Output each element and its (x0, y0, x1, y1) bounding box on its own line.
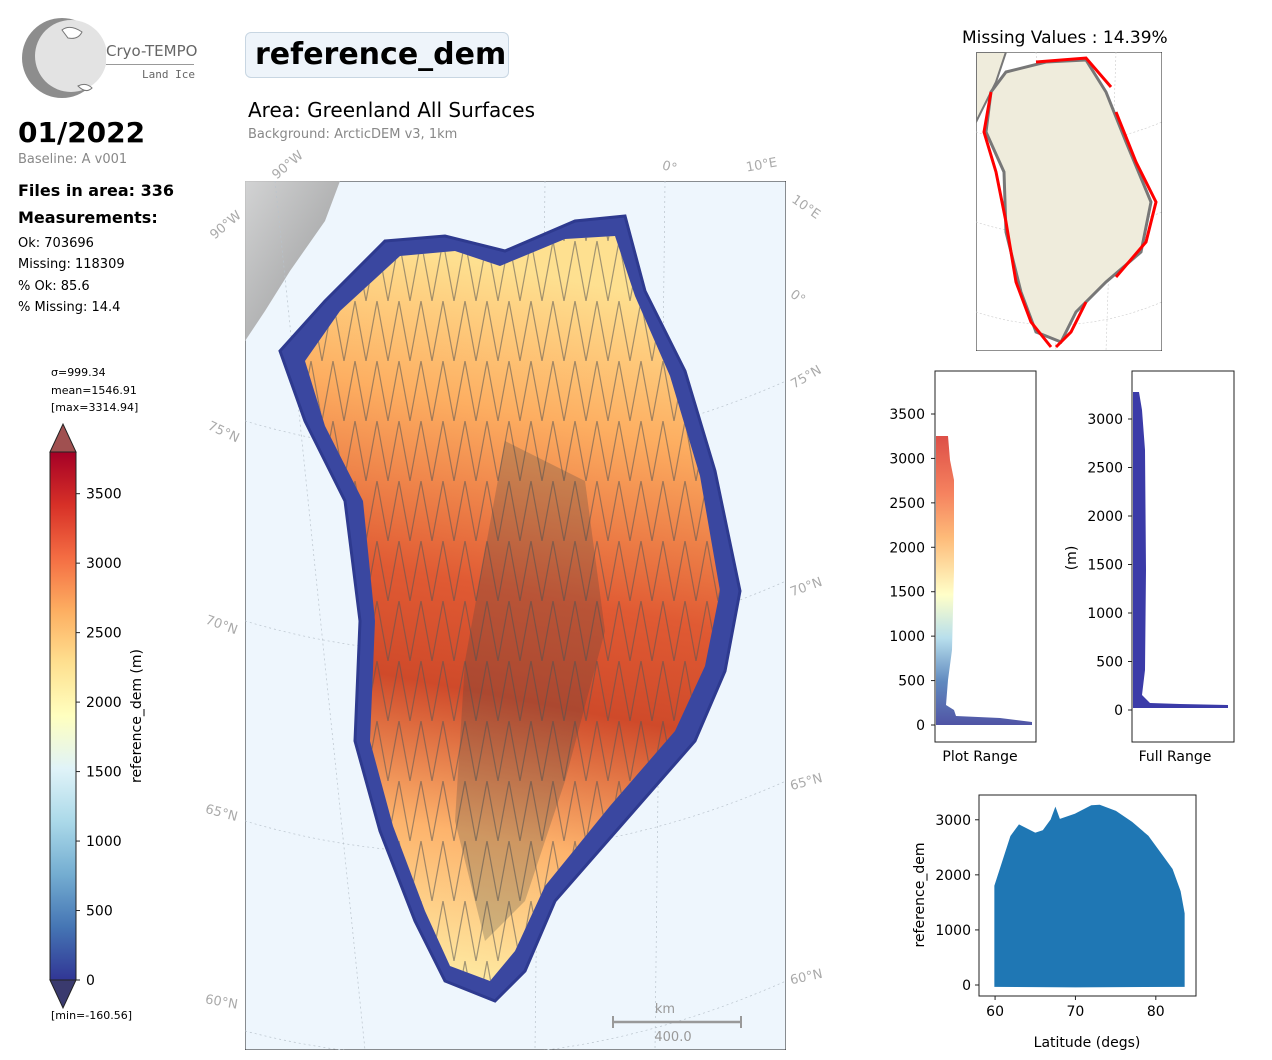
date-label: 01/2022 (18, 116, 146, 149)
scatter-xtick-label: 80 (1147, 1004, 1165, 1020)
colorbar-tick-label: 2500 (86, 626, 122, 642)
hist-full-range-tick-label: 1000 (1087, 606, 1123, 622)
colorbar-tick-label: 500 (86, 904, 113, 920)
map-title: reference_dem (245, 32, 509, 78)
logo-subtitle: Land Ice (142, 68, 195, 81)
hist-plot-range-tick-label: 0 (916, 718, 925, 734)
grid-label-right-10e: 10°E (788, 192, 823, 223)
scalebar-value: 400.0 (654, 1030, 691, 1045)
colorbar-tick-label: 3000 (86, 556, 122, 572)
hist-full-range-bars (1133, 392, 1228, 708)
scatter-ytick-label: 0 (962, 978, 971, 994)
grid-label-left-90w: 90°W (207, 208, 245, 243)
hist-full-range: 3000 2500 2000 1500 1000 500 0 (m) Full Range (1064, 370, 1235, 765)
colorbar-tick-label: 3500 (86, 487, 122, 503)
hist-plot-range-tick-label: 1000 (889, 629, 925, 645)
hist-full-range-tick-label: 500 (1096, 655, 1123, 671)
colorbar-label: reference_dem (m) (129, 649, 145, 783)
colorbar-max-arrow (49, 422, 77, 453)
grid-label-left-65n: 65°N (203, 802, 240, 825)
canada-terrain (245, 181, 340, 341)
grid-label-right-60n: 60°N (788, 966, 824, 989)
hist-full-range-tick-label: 2500 (1087, 461, 1123, 477)
logo-globe-icon (22, 18, 107, 98)
stat-missing: Missing: 118309 (18, 257, 125, 272)
scatter-points (994, 804, 1185, 988)
scatter-ylabel: reference_dem (912, 843, 928, 948)
logo-name: Cryo-TEMPO (106, 42, 198, 60)
grid-label-right-65n: 65°N (788, 771, 825, 794)
scatter-xtick-label: 70 (1067, 1004, 1085, 1020)
scatter-plot: 60 70 80 3000 2000 1000 0 Latitude (degs) refe… (912, 794, 1197, 1051)
missing-map-greenland (984, 58, 1153, 344)
colorbar-gradient (49, 451, 77, 981)
baseline-label: Baseline: A v001 (18, 152, 128, 167)
stat-pct-ok: % Ok: 85.6 (18, 279, 90, 294)
scatter-ytick-label: 2000 (935, 868, 971, 884)
hist-plot-range-tick-label: 1500 (889, 585, 925, 601)
hist-plot-range-tick-label: 3000 (889, 451, 925, 467)
hist-plot-range-tick-label: 3500 (889, 407, 925, 423)
scatter-xlabel: Latitude (degs) (1034, 1035, 1141, 1051)
hist-plot-range-tick-label: 2500 (889, 496, 925, 512)
grid-label-left-60n: 60°N (203, 992, 239, 1013)
files-in-area: Files in area: 336 (18, 181, 174, 200)
missing-map (976, 52, 1162, 351)
hist-full-range-xlabel: Full Range (1139, 749, 1212, 765)
colorbar: 3500 3000 2500 2000 1500 1000 500 0 reference_d… (49, 422, 145, 1010)
scatter-xtick-label: 60 (986, 1004, 1004, 1020)
colorbar-stat-mean: mean=1546.91 (51, 384, 137, 397)
colorbar-stat-sigma: σ=999.34 (51, 366, 106, 379)
colorbar-min-arrow (49, 979, 77, 1010)
colorbar-tick-label: 2000 (86, 695, 122, 711)
hist-plot-range: 3500 3000 2500 2000 1500 1000 500 0 Plot Range (889, 370, 1037, 765)
grid-label-left-75n: 75°N (205, 418, 242, 447)
hist-full-range-tick-label: 0 (1114, 703, 1123, 719)
missing-map-canada (976, 52, 1008, 123)
scalebar: km 400.0 (612, 1002, 742, 1045)
hist-plot-range-bars (936, 436, 1032, 725)
stat-pct-missing: % Missing: 14.4 (18, 300, 121, 315)
hist-plot-range-tick-label: 500 (898, 674, 925, 690)
graticule (245, 181, 786, 1050)
hist-full-range-ylabel: (m) (1064, 546, 1080, 571)
colorbar-stat-max: [max=3314.94] (51, 401, 139, 414)
colorbar-tick-label: 0 (86, 973, 95, 989)
hist-full-range-tick-label: 3000 (1087, 412, 1123, 428)
scatter-ytick-label: 3000 (935, 813, 971, 829)
logo: Cryo-TEMPO Land Ice (18, 16, 203, 100)
missing-map-title: Missing Values : 14.39% (962, 28, 1168, 48)
main-map: km 400.0 (245, 181, 786, 1050)
stat-ok: Ok: 703696 (18, 236, 94, 251)
grid-label-right-75n: 75°N (788, 362, 825, 393)
grid-label-left-70n: 70°N (203, 612, 240, 639)
hist-plot-range-tick-label: 2000 (889, 540, 925, 556)
grid-label-right-0: 0° (787, 287, 808, 308)
colorbar-min-label: [min=-160.56] (51, 1009, 133, 1022)
logo-divider (106, 64, 194, 65)
grid-label-top-90w: 90°W (269, 148, 307, 183)
greenland-tracks (305, 236, 720, 981)
grid-label-top-10e: 10°E (744, 155, 779, 176)
scatter-ytick-label: 1000 (935, 923, 971, 939)
grid-label-right-70n: 70°N (788, 574, 825, 601)
map-background-label: Background: ArcticDEM v3, 1km (248, 127, 458, 142)
colorbar-tick-label: 1000 (86, 834, 122, 850)
hist-full-range-tick-label: 2000 (1087, 509, 1123, 525)
map-area-label: Area: Greenland All Surfaces (248, 98, 535, 122)
measurements-heading: Measurements: (18, 208, 158, 227)
hist-plot-range-xlabel: Plot Range (942, 749, 1017, 765)
greenland-interior-shade (455, 441, 605, 941)
hist-full-range-tick-label: 1500 (1087, 558, 1123, 574)
grid-label-top-0: 0° (660, 158, 679, 177)
colorbar-tick-label: 1500 (86, 765, 122, 781)
scalebar-unit: km (655, 1002, 675, 1017)
missing-data-points (982, 56, 1158, 349)
